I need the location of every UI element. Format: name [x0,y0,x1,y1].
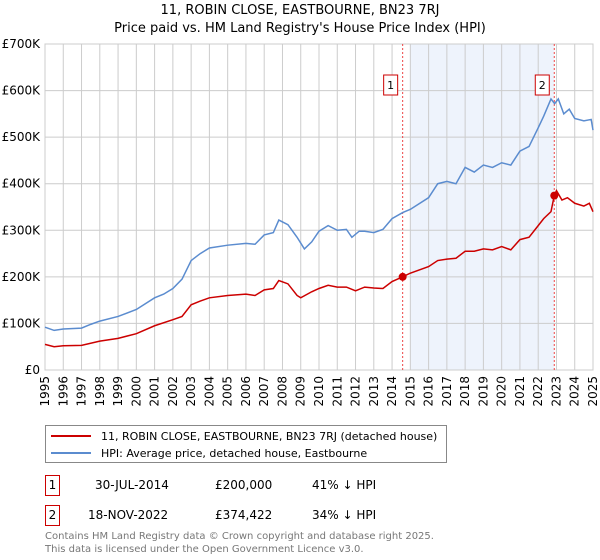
legend-label: HPI: Average price, detached house, East… [101,446,368,460]
sale-marker-box [534,74,550,96]
sale-hpi-diff: 34% ↓ HPI [312,508,377,522]
sale-marker-label: 1 [45,475,60,496]
y-tick-label: £700K [2,37,42,51]
x-tick-label: 1995 [38,376,52,407]
y-tick-label: £0 [25,363,40,377]
x-tick-label: 2002 [166,376,180,407]
sale-row: 2 18-NOV-2022 £374,422 34% ↓ HPI [45,505,445,526]
sale-point [398,272,407,281]
sale-marker-box [383,74,399,96]
x-tick-label: 2011 [330,376,344,407]
sale-row: 1 30-JUL-2014 £200,000 41% ↓ HPI [45,475,445,496]
x-tick-label: 2007 [257,376,271,407]
chart-title: 11, ROBIN CLOSE, EASTBOURNE, BN23 7RJ [160,3,440,18]
x-tick-label: 2000 [129,376,143,407]
sale-marker-label: 2 [539,79,546,92]
x-tick-label: 2021 [513,376,527,407]
x-tick-label: 2019 [476,376,490,407]
footer-copyright: Contains HM Land Registry data © Crown c… [45,531,434,542]
x-tick-label: 2013 [367,376,381,407]
x-tick-label: 2018 [458,376,472,407]
y-tick-label: £300K [2,223,42,237]
y-tick-label: £400K [2,177,42,191]
x-tick-label: 2009 [294,376,308,407]
x-tick-label: 2012 [349,376,363,407]
x-tick-label: 2001 [148,376,162,407]
x-tick-label: 2003 [184,376,198,407]
sale-date: 30-JUL-2014 [95,478,169,492]
x-tick-label: 2017 [440,376,454,407]
y-tick-label: £500K [2,130,42,144]
legend-item-property: 11, ROBIN CLOSE, EASTBOURNE, BN23 7RJ (d… [46,428,437,444]
x-tick-label: 1997 [75,376,89,407]
x-tick-label: 2008 [275,376,289,407]
plot-frame [44,43,594,371]
x-tick-label: 2005 [221,376,235,407]
legend-swatch [51,435,91,437]
hpi-line [44,97,594,332]
x-tick-label: 2006 [239,376,253,407]
legend-swatch [51,452,91,454]
x-tick-label: 2023 [549,376,563,407]
x-tick-label: 2004 [202,376,216,407]
y-tick-label: £100K [2,316,42,330]
legend: 11, ROBIN CLOSE, EASTBOURNE, BN23 7RJ (d… [45,425,447,463]
y-tick-label: £600K [2,84,42,98]
sale-marker-label: 1 [387,79,394,92]
legend-label: 11, ROBIN CLOSE, EASTBOURNE, BN23 7RJ (d… [101,429,438,443]
price-line [44,189,594,348]
x-tick-label: 2020 [495,376,509,407]
x-tick-label: 2022 [531,376,545,407]
x-tick-label: 2016 [422,376,436,407]
chart-subtitle: Price paid vs. HM Land Registry's House … [114,21,486,36]
x-tick-label: 1999 [111,376,125,407]
sale-price: £374,422 [215,508,273,522]
x-tick-label: 2014 [385,376,399,407]
price-chart: 1995 1996 1997 1998 1999 2000 2001 2002 2003 2004… [2,37,600,407]
x-tick-label: 2010 [312,376,326,407]
x-tick-label: 2015 [403,376,417,407]
x-tick-label: 1998 [93,376,107,407]
sale-marker-label: 2 [45,505,60,526]
sale-point [550,191,559,200]
x-tick-label: 2024 [568,376,582,407]
sale-date: 18-NOV-2022 [88,508,169,522]
y-tick-label: £200K [2,270,42,284]
x-tick-label: 1996 [56,376,70,407]
shaded-region [410,44,555,370]
footer-licence: This data is licensed under the Open Gov… [45,544,364,555]
legend-item-hpi: HPI: Average price, detached house, East… [46,445,367,461]
sale-hpi-diff: 41% ↓ HPI [312,478,377,492]
x-tick-label: 2025 [586,376,600,407]
sale-price: £200,000 [215,478,273,492]
